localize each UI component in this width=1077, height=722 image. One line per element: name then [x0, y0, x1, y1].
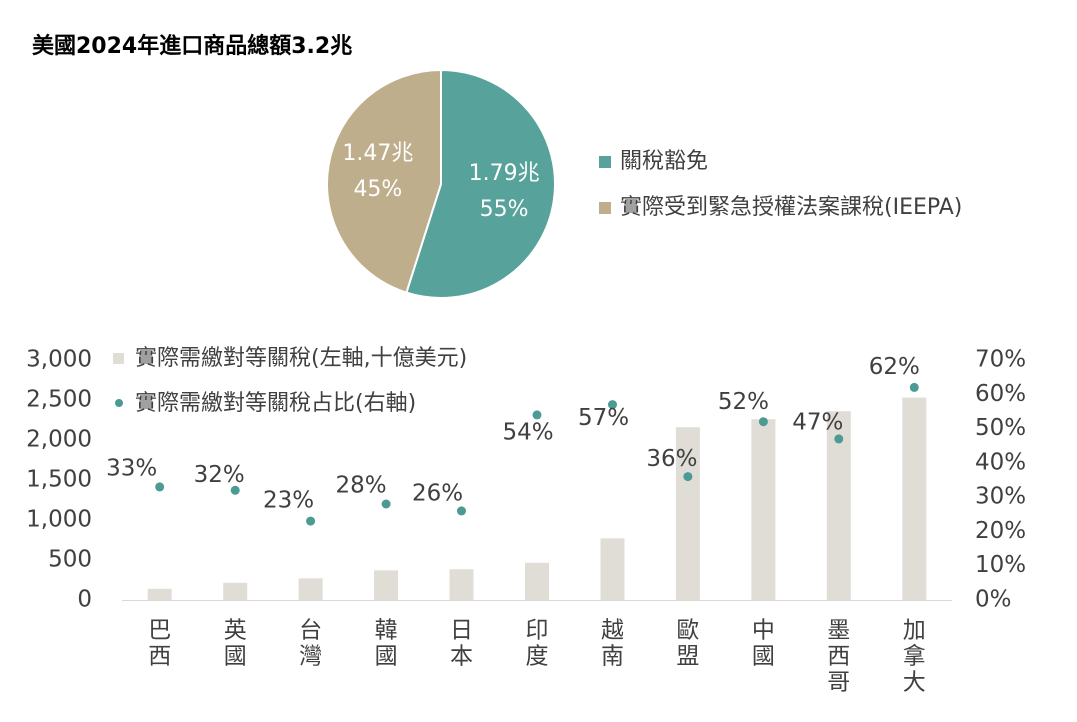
category-label-char: 盟	[676, 644, 699, 670]
dot-legend-marker	[115, 399, 123, 407]
left-axis-tick-label: 1,000	[26, 507, 92, 533]
bar	[751, 419, 776, 600]
left-axis-tick-label: 3,000	[26, 347, 92, 373]
left-axis-tick-label: 500	[48, 547, 92, 573]
category-label-char: 西	[827, 644, 850, 670]
bar	[298, 578, 323, 600]
share-dot	[155, 482, 165, 492]
category-label-char: 拿	[903, 643, 926, 670]
category-label-char: 台	[299, 618, 322, 644]
category-label-char: 本	[450, 644, 473, 670]
category-label-char: 加	[903, 618, 926, 644]
share-dot	[834, 434, 844, 444]
share-data-label: 36%	[646, 446, 697, 472]
share-data-label: 32%	[194, 462, 245, 488]
pie-title: 美國2024年進口商品總額3.2兆	[32, 34, 353, 59]
category-label-char: 中	[752, 618, 775, 644]
category-label-char: 韓	[375, 618, 398, 644]
share-data-label: 52%	[718, 389, 769, 415]
share-data-label: 33%	[106, 455, 157, 481]
share-data-label: 57%	[578, 405, 629, 431]
share-dot	[758, 417, 768, 427]
right-axis-tick-label: 10%	[975, 552, 1026, 578]
share-dot	[909, 382, 919, 392]
category-label-char: 英	[224, 618, 247, 644]
category-label-char: 哥	[827, 670, 850, 696]
share-dot	[683, 472, 693, 482]
category-label-char: 越	[601, 618, 624, 644]
category-label-char: 西	[148, 644, 171, 670]
pie-legend-swatch	[599, 202, 611, 214]
bar	[374, 570, 399, 600]
share-dot	[381, 499, 391, 509]
right-axis-tick-label: 50%	[975, 415, 1026, 441]
left-axis-tick-label: 2,500	[26, 387, 92, 413]
left-axis-tick-label: 0	[77, 587, 92, 613]
category-label-char: 南	[601, 644, 624, 670]
right-axis-tick-label: 30%	[975, 484, 1026, 510]
category-label-char: 巴	[148, 618, 171, 644]
pie-legend-label: 關稅豁免	[620, 149, 708, 174]
category-label-char: 大	[903, 670, 926, 696]
pie-legend-label: 實際受到緊急授權法案課稅(IEEPA)	[620, 195, 962, 220]
left-axis-tick-label: 2,000	[26, 427, 92, 453]
pie-value-label: 1.47兆	[342, 141, 413, 166]
category-label-char: 國	[752, 644, 775, 670]
bar-legend-swatch	[113, 353, 124, 364]
share-dot	[532, 410, 542, 420]
share-data-label: 62%	[869, 354, 920, 380]
bar	[600, 538, 625, 600]
pie-percent-label: 55%	[480, 197, 529, 222]
right-axis-tick-label: 70%	[975, 347, 1026, 373]
category-label-char: 墨	[827, 618, 850, 644]
category-label-char: 日	[450, 618, 473, 644]
pie-value-label: 1.79兆	[469, 161, 540, 186]
pie-slice	[326, 68, 442, 294]
pie-slice	[405, 68, 556, 299]
share-dot	[608, 400, 617, 410]
bar	[525, 562, 549, 600]
category-label-char: 國	[224, 644, 247, 670]
dot-legend-label: 實際需繳對等關稅占比(右軸)	[135, 391, 416, 416]
category-label-char: 歐	[676, 618, 699, 644]
bar	[147, 588, 172, 600]
bar	[902, 397, 927, 600]
share-data-label: 54%	[502, 419, 553, 445]
right-axis-tick-label: 0%	[975, 587, 1012, 613]
pie-legend-swatch	[599, 156, 611, 168]
bar	[449, 569, 474, 600]
right-axis-tick-label: 20%	[975, 518, 1026, 544]
category-label-char: 印	[526, 618, 549, 644]
left-axis-tick-label: 1,500	[26, 467, 92, 493]
pie-percent-label: 45%	[353, 177, 402, 202]
bar	[675, 427, 700, 600]
share-dot	[457, 506, 466, 516]
category-label-char: 度	[526, 644, 549, 670]
category-label-char: 國	[375, 644, 398, 670]
share-data-label: 47%	[792, 409, 843, 435]
share-data-label: 26%	[412, 480, 463, 506]
right-axis-tick-label: 60%	[975, 381, 1026, 407]
share-data-label: 28%	[336, 473, 387, 499]
bar-legend-label: 實際需繳對等關稅(左軸,十億美元)	[135, 346, 467, 371]
category-label-char: 灣	[299, 644, 322, 670]
share-dot	[306, 516, 316, 526]
right-axis-tick-label: 40%	[975, 449, 1026, 475]
bar	[223, 582, 248, 600]
share-data-label: 23%	[263, 488, 314, 514]
share-dot	[230, 485, 240, 495]
